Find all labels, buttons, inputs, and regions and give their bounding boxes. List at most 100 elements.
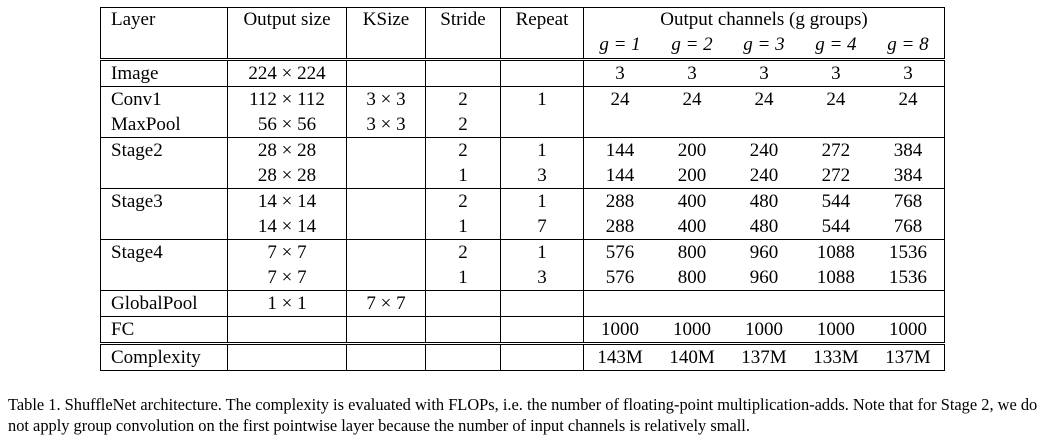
table-header: Layer Output size KSize Stride Repeat Output … bbox=[100, 7, 945, 60]
table-row: FC 1000 1000 1000 1000 1000 bbox=[100, 316, 945, 344]
table-cell: Stage3 bbox=[100, 188, 228, 214]
table-cell: FC bbox=[100, 316, 228, 344]
table-row: Stage4 7 × 7 2 1 576 800 960 1088 1536 bbox=[100, 239, 945, 265]
table-cell bbox=[500, 290, 584, 317]
table-cell bbox=[346, 239, 426, 265]
table-cell bbox=[871, 112, 945, 138]
table-cell bbox=[799, 290, 872, 317]
table-cell bbox=[728, 112, 800, 138]
table-row: 14 × 14 1 7 288 400 480 544 768 bbox=[100, 214, 945, 240]
table-cell: 800 bbox=[656, 239, 728, 265]
table-cell: 3 bbox=[728, 58, 800, 87]
group-header: g = 8 bbox=[871, 33, 945, 60]
table-cell: 400 bbox=[677, 216, 707, 237]
table-cell: 240 bbox=[728, 137, 800, 163]
table-cell: Stage4 bbox=[100, 239, 228, 265]
table-cell bbox=[346, 58, 426, 87]
table-cell bbox=[871, 290, 945, 317]
table-cell: 576 bbox=[605, 267, 635, 288]
table-cell bbox=[656, 290, 728, 317]
table-cell: 288 bbox=[583, 188, 657, 214]
table-cell: 24 bbox=[656, 86, 728, 112]
table-cell: 960 bbox=[728, 239, 800, 265]
table-cell: Complexity bbox=[100, 342, 228, 371]
table-row: Conv1 112 × 112 3 × 3 2 1 24 24 24 24 24 bbox=[100, 86, 945, 112]
table-cell: 272 bbox=[821, 165, 851, 186]
table-cell: 112 × 112 bbox=[227, 86, 347, 112]
table-cell bbox=[227, 342, 347, 371]
table-cell: 28 × 28 bbox=[227, 163, 347, 189]
table-cell bbox=[100, 163, 228, 189]
table-cell: 240 bbox=[749, 165, 779, 186]
table-cell: 960 bbox=[749, 267, 779, 288]
table-cell: 3 bbox=[656, 58, 728, 87]
table-cell: 1000 bbox=[799, 316, 872, 344]
table-cell: 3 × 3 bbox=[346, 112, 426, 138]
table-cell bbox=[425, 316, 501, 344]
table-row: 7 × 7 1 3 576 800 960 1088 1536 bbox=[100, 265, 945, 291]
table-cell bbox=[346, 316, 426, 344]
column-header: Output size bbox=[227, 7, 347, 60]
table-cell: 480 bbox=[749, 216, 779, 237]
column-header: Stride bbox=[425, 7, 501, 60]
table-cell: 768 bbox=[871, 188, 945, 214]
table-cell: 3 bbox=[500, 163, 584, 189]
table-cell bbox=[346, 137, 426, 163]
table-cell: 768 bbox=[871, 214, 945, 240]
table-cell bbox=[583, 290, 657, 317]
table-cell: 144 bbox=[583, 137, 657, 163]
table-cell: 28 × 28 bbox=[227, 137, 347, 163]
table-cell: 544 bbox=[821, 216, 851, 237]
table-cell: 140M bbox=[656, 342, 728, 371]
table-cell: 3 bbox=[871, 58, 945, 87]
table-cell: 1 bbox=[500, 137, 584, 163]
table-cell: 1 bbox=[425, 214, 501, 240]
table-cell: 24 bbox=[728, 86, 800, 112]
table-row: Stage2 28 × 28 2 1 144 200 240 272 384 bbox=[100, 137, 945, 163]
table-cell: 1 bbox=[500, 188, 584, 214]
table-cell: 224 × 224 bbox=[227, 58, 347, 87]
table-cell bbox=[425, 58, 501, 87]
table-cell: 137M bbox=[728, 342, 800, 371]
table-cell: 7 × 7 bbox=[227, 239, 347, 265]
table-cell bbox=[346, 342, 426, 371]
table-cell: 1 bbox=[500, 86, 584, 112]
table-cell bbox=[346, 188, 426, 214]
table-cell: 3 bbox=[500, 265, 584, 291]
table-cell: 1088 bbox=[816, 267, 855, 288]
table-cell: 200 bbox=[656, 137, 728, 163]
table-cell: 24 bbox=[583, 86, 657, 112]
table-cell: 143M bbox=[583, 342, 657, 371]
table-cell: 1000 bbox=[871, 316, 945, 344]
table-cell: 1088 bbox=[799, 239, 872, 265]
table-cell: 1 × 1 bbox=[227, 290, 347, 317]
group-header: g = 1 bbox=[599, 34, 641, 55]
table-cell: 480 bbox=[728, 188, 800, 214]
table-cell: 544 bbox=[799, 188, 872, 214]
table-cell: 7 bbox=[500, 214, 584, 240]
group-header: g = 3 bbox=[743, 34, 785, 55]
column-header: KSize bbox=[346, 7, 426, 60]
table-row: Complexity 143M 140M 137M 133M 137M bbox=[100, 342, 945, 371]
table-cell: 1536 bbox=[871, 265, 945, 291]
column-header: Layer bbox=[100, 7, 228, 60]
table-cell bbox=[227, 316, 347, 344]
table-cell bbox=[346, 214, 426, 240]
table-cell bbox=[656, 112, 728, 138]
table-cell: 14 × 14 bbox=[227, 188, 347, 214]
table-cell bbox=[425, 290, 501, 317]
table-cell: MaxPool bbox=[100, 112, 228, 138]
table-cell: Conv1 bbox=[100, 86, 228, 112]
table-cell: 3 × 3 bbox=[346, 86, 426, 112]
table-cell: GlobalPool bbox=[100, 290, 228, 317]
table-cell: 2 bbox=[425, 86, 501, 112]
table-cell bbox=[346, 265, 426, 291]
table-cell bbox=[100, 265, 228, 291]
table-cell: 288 bbox=[605, 216, 635, 237]
table-cell: 133M bbox=[799, 342, 872, 371]
table-cell: 1000 bbox=[656, 316, 728, 344]
table-cell: 3 bbox=[583, 58, 657, 87]
